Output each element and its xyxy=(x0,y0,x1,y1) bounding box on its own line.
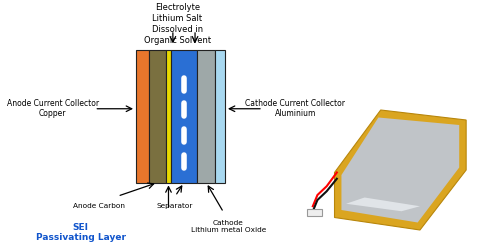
Bar xyxy=(215,50,225,182)
Bar xyxy=(197,50,215,182)
Text: SEI
Passivating Layer: SEI Passivating Layer xyxy=(36,223,125,242)
Polygon shape xyxy=(346,198,420,211)
Text: Cathode
Lithium metal Oxide: Cathode Lithium metal Oxide xyxy=(191,220,266,233)
Bar xyxy=(170,50,197,182)
Polygon shape xyxy=(335,110,466,230)
Polygon shape xyxy=(307,209,322,216)
Bar xyxy=(136,50,149,182)
Text: Anode Carbon: Anode Carbon xyxy=(73,203,125,209)
Text: Cathode Current Collector
Aluminium: Cathode Current Collector Aluminium xyxy=(245,99,345,118)
Text: Electrolyte
Lithium Salt
Dissolved in
Organic Solvent: Electrolyte Lithium Salt Dissolved in Or… xyxy=(144,2,211,45)
Bar xyxy=(149,50,167,182)
Bar xyxy=(167,50,170,182)
Text: Separator: Separator xyxy=(157,203,193,209)
Polygon shape xyxy=(341,118,459,222)
Text: Anode Current Collector
Copper: Anode Current Collector Copper xyxy=(7,99,99,118)
